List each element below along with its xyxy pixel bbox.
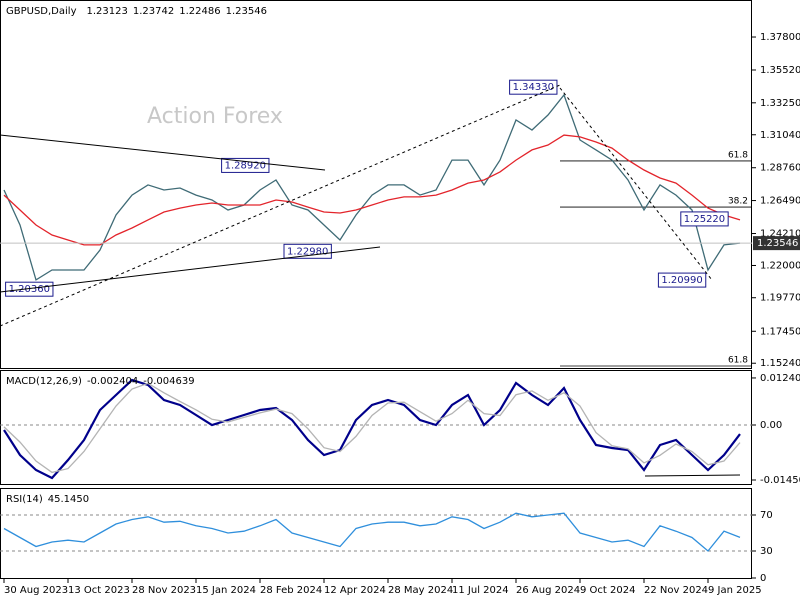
- annotation-label: 1.28920: [225, 160, 266, 171]
- readout-value: 45.1450: [48, 494, 89, 505]
- panel-title: GBPUSD,Daily: [6, 6, 77, 17]
- y-tick-label: 0.00: [760, 420, 782, 431]
- panel-header: MACD(12,26,9) -0.002404 -0.004639: [6, 376, 195, 387]
- watermark: Action Forex: [147, 104, 283, 129]
- annotation-label: 1.34330: [513, 82, 554, 93]
- y-tick-label: 30: [760, 546, 773, 557]
- panel-frame: [0, 370, 752, 485]
- y-tick-label: 1.28760: [760, 163, 800, 174]
- trendlines: [0, 84, 741, 477]
- annotation-label: 1.22980: [287, 246, 328, 257]
- annotation-label: 1.20990: [661, 275, 702, 286]
- y-tick-label: 1.26490: [760, 196, 800, 207]
- x-tick-label: 9 Oct 2024: [580, 585, 635, 596]
- y-tick-label: 1.24210: [760, 229, 800, 240]
- y-tick-label: 1.31040: [760, 130, 800, 141]
- y-tick-label: 1.17450: [760, 326, 800, 337]
- annotation-box: [5, 281, 54, 297]
- current-price-box: [753, 236, 800, 251]
- y-tick-label: 1.19770: [760, 293, 800, 304]
- y-tick-label: 0.012403: [760, 373, 800, 384]
- annotation-box: [680, 211, 729, 227]
- annotation-label: 1.25220: [684, 214, 725, 225]
- panel-frame: [0, 488, 752, 579]
- fib-label: 61.8: [728, 150, 748, 160]
- series-line: [3, 382, 741, 474]
- fib-label: 61.8: [728, 355, 748, 365]
- x-tick-label: 15 Jan 2024: [196, 585, 256, 596]
- y-tick-label: 1.22000: [760, 260, 800, 271]
- readout-value: 1.22486: [179, 6, 220, 17]
- x-tick-label: 12 Apr 2024: [324, 585, 386, 596]
- fib-label: 38.2: [728, 197, 748, 207]
- y-tick-label: 70: [760, 510, 773, 521]
- trendline: [644, 474, 741, 477]
- y-tick-label: 1.37800: [760, 32, 800, 43]
- annotation-box: [657, 272, 707, 288]
- x-tick-label: 28 Nov 2023: [132, 585, 196, 596]
- x-tick-label: 28 Feb 2024: [260, 585, 322, 596]
- series-line: [3, 378, 741, 480]
- x-tick-label: 9 Jan 2025: [708, 585, 762, 596]
- y-tick-label: -0.014502: [760, 475, 800, 486]
- x-tick-label: 26 Aug 2024: [516, 585, 580, 596]
- current-price-label: 1.23546: [757, 238, 798, 249]
- annotation-box: [283, 243, 332, 259]
- readout-value: 1.23742: [133, 6, 174, 17]
- readout-value: -0.002404: [87, 376, 138, 387]
- annotation-box: [509, 79, 558, 95]
- readout-value: 1.23123: [87, 6, 128, 17]
- series-line: [3, 93, 741, 281]
- panel-frame: [0, 0, 752, 369]
- y-tick-label: 1.35520: [760, 65, 800, 76]
- trendline: [0, 134, 326, 171]
- panel-title: MACD(12,26,9): [6, 376, 82, 387]
- annotation-label: 1.20360: [9, 284, 50, 295]
- series-line: [3, 512, 741, 552]
- series-line: [3, 134, 741, 246]
- readout-value: 1.23546: [226, 6, 267, 17]
- x-tick-label: 13 Oct 2023: [68, 585, 130, 596]
- trendline: [0, 246, 381, 293]
- x-tick-label: 11 Jul 2024: [452, 585, 509, 596]
- panel-header: RSI(14) 45.1450: [6, 494, 89, 505]
- x-tick-label: 22 Nov 2024: [644, 585, 708, 596]
- panel-title: RSI(14): [6, 494, 43, 505]
- x-tick-label: 28 May 2024: [388, 585, 453, 596]
- readout-value: -0.004639: [143, 376, 194, 387]
- y-tick-label: 1.15240: [760, 358, 800, 369]
- trendline: [559, 87, 713, 281]
- x-tick-label: 30 Aug 2023: [4, 585, 68, 596]
- panel-header: GBPUSD,Daily 1.23123 1.23742 1.22486 1.23546: [6, 6, 267, 17]
- y-tick-label: 1.33250: [760, 98, 800, 109]
- annotation-box: [221, 157, 270, 173]
- y-tick-label: 0: [760, 573, 766, 584]
